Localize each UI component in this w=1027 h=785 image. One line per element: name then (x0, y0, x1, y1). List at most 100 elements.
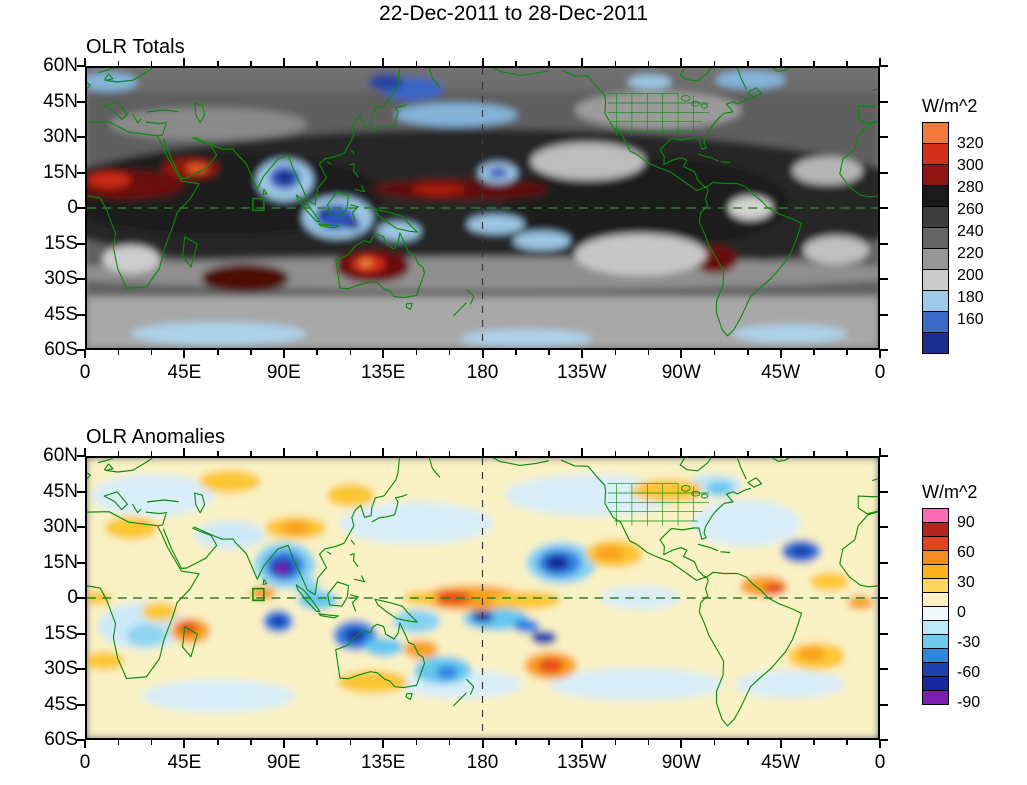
lat-tick-mark (880, 100, 888, 103)
feature-europe-paleblue (91, 474, 215, 517)
lon-minor-tick-mark (217, 451, 219, 456)
colorbar-segment (922, 508, 949, 523)
feature-saustralia-gold (337, 670, 408, 694)
lon-minor-tick-mark (713, 61, 716, 66)
lon-minor-tick-mark (316, 350, 318, 355)
feature-satl-orange (798, 647, 826, 661)
lon-minor-tick-mark (448, 740, 451, 745)
lon-minor-tick-mark (448, 451, 451, 456)
lon-minor-tick-mark (515, 61, 517, 66)
lon-minor-tick-mark (614, 350, 616, 355)
lon-tick-mark (84, 58, 86, 66)
lon-minor-tick-mark (813, 740, 815, 745)
feature-timor-navy (345, 219, 361, 230)
lon-tick-mark (580, 350, 583, 358)
lat-tick-mark (77, 490, 85, 493)
lon-tick-mark (879, 740, 881, 748)
figure-title: 22-Dec-2011 to 28-Dec-2011 (379, 2, 648, 25)
lat-tick-mark (880, 171, 888, 174)
lon-minor-tick-mark (515, 740, 517, 745)
map-frame-anomalies (85, 456, 880, 740)
feature-sindian-darkmaroon (201, 264, 290, 292)
lat-tick-label: 0 (67, 587, 78, 608)
lat-tick-label: 45N (43, 480, 78, 502)
lon-minor-tick-mark (150, 61, 153, 66)
feature-seasia-cyan (297, 591, 338, 610)
colorbar-segment (922, 185, 949, 207)
lat-tick-label: 45S (44, 693, 78, 715)
lon-tick-mark (282, 350, 285, 358)
lat-tick-label: 30N (43, 516, 78, 537)
map-anomalies (87, 458, 878, 738)
feature-spac-paleblue (548, 668, 725, 701)
feature-southern-ocean-blue-3 (732, 324, 848, 344)
lon-minor-tick-mark (250, 350, 252, 355)
lat-tick-mark (880, 526, 888, 528)
colorbar-units-label: W/m^2 (922, 96, 978, 116)
lat-tick-mark (880, 207, 888, 209)
lat-tick-mark (880, 668, 888, 670)
lon-minor-tick-mark (349, 350, 351, 355)
feature-satl-paleblue (735, 670, 846, 699)
lat-tick-label: 45N (43, 90, 78, 112)
feature-europe-top-lightblue (87, 72, 138, 92)
lon-tick-label: 90E (266, 752, 301, 773)
colorbar-tick-label: 300 (957, 157, 984, 174)
lon-tick-mark (282, 58, 285, 66)
lon-tick-mark (481, 740, 484, 748)
feature-nwaustralia-navy (344, 628, 367, 643)
lat-tick-mark (77, 136, 85, 138)
lon-tick-label: 90W (661, 362, 701, 383)
lon-minor-tick-mark (614, 451, 616, 456)
lat-tick-mark (880, 703, 888, 706)
feature-gulfguinea-gold (87, 591, 112, 605)
lat-tick-mark (880, 739, 888, 741)
lat-tick-mark (77, 561, 85, 564)
feature-spcz-lightblue-b (513, 231, 571, 250)
lon-minor-tick-mark (250, 451, 252, 456)
colorbar-tick-label: 280 (957, 179, 984, 196)
lon-minor-tick-mark (614, 740, 616, 745)
lon-minor-tick-mark (150, 740, 153, 745)
lon-minor-tick-mark (349, 61, 351, 66)
lat-tick-mark (880, 313, 888, 316)
lon-tick-label: 90W (661, 752, 701, 773)
lon-minor-tick-mark (415, 451, 418, 456)
lat-tick-label: 60N (43, 55, 78, 76)
lat-tick-mark (880, 136, 888, 138)
lon-minor-tick-mark (647, 740, 650, 745)
lon-minor-tick-mark (349, 740, 351, 745)
lat-tick-label: 30S (44, 658, 78, 679)
lat-tick-mark (880, 597, 888, 599)
lon-tick-label: 90E (266, 362, 301, 383)
lon-tick-mark (183, 58, 186, 66)
lon-minor-tick-mark (515, 451, 517, 456)
feature-arabia-orange-core (185, 163, 208, 173)
lon-tick-label: 0 (874, 752, 886, 773)
colorbar-segment (922, 311, 949, 333)
lon-tick-label: 45W (761, 362, 801, 383)
lat-tick-label: 0 (67, 197, 78, 218)
feature-nsamerica-red (763, 583, 786, 595)
colorbar-tick-label: 90 (957, 514, 975, 531)
panel-title-totals: OLR Totals (86, 36, 185, 58)
feature-sepac-lightgray (574, 233, 707, 276)
colorbar-tick-label: 200 (957, 267, 984, 284)
lat-tick-mark (77, 597, 85, 599)
feature-satl-lightgray (803, 236, 870, 264)
lon-minor-tick-mark (150, 350, 153, 355)
colorbar-tick-label: 30 (957, 574, 975, 591)
colorbar-segment (922, 578, 949, 593)
feature-nepac-orange (594, 546, 626, 562)
colorbar-segment (922, 164, 949, 186)
feature-sindia-orange (249, 586, 276, 601)
lon-tick-mark (680, 350, 683, 358)
map-frame-totals (85, 66, 880, 350)
feature-spcz-lightblue-a (467, 215, 525, 234)
feature-safrica-lightgray (102, 245, 160, 274)
lon-minor-tick-mark (813, 350, 815, 355)
lon-minor-tick-mark (316, 740, 318, 745)
lat-tick-label: 15S (44, 232, 78, 254)
feature-npac-lightblue-streak (394, 103, 518, 127)
lon-tick-mark (779, 350, 782, 358)
